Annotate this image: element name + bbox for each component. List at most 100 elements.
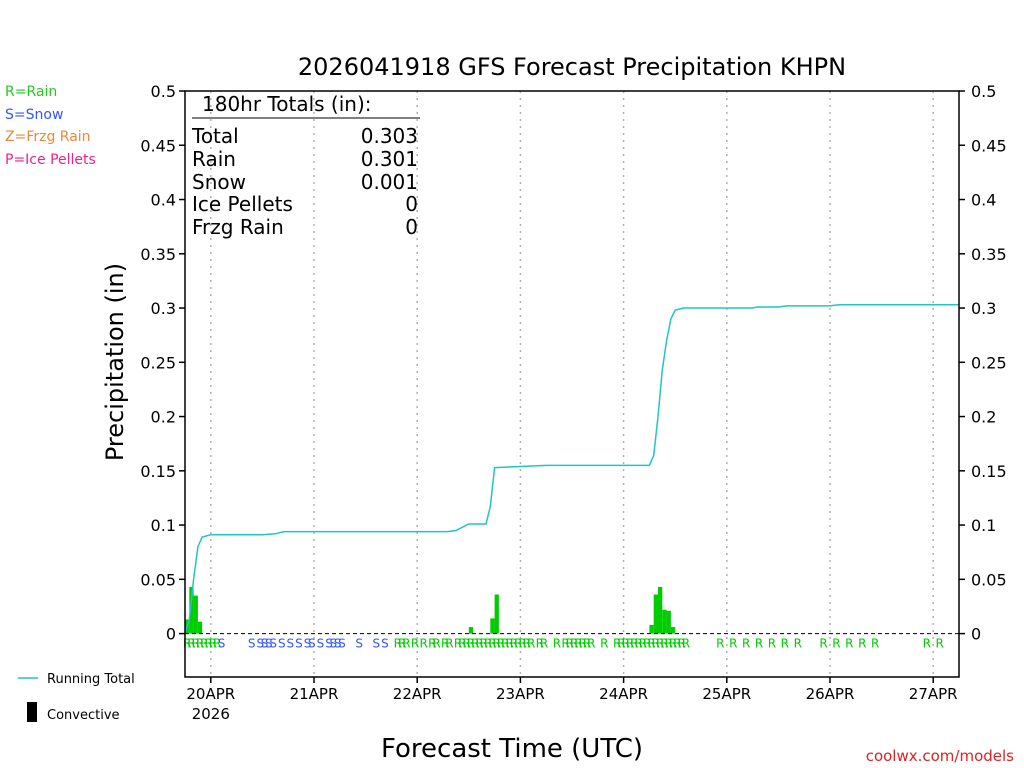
y-tick-label-right: 0.5 [971,82,996,101]
ptype-label: R [419,637,427,651]
ptype-label: R [630,637,638,651]
ptype-label: R [871,637,879,651]
totals-ice-label: Ice Pellets [192,192,293,216]
ptype-label: R [617,637,625,651]
ptype-label: S [287,637,295,651]
ptype-label: R [187,637,195,651]
ptype-label: R [768,637,776,651]
ptype-label: S [261,637,269,651]
ptype-label: S [308,637,316,651]
ptype-label: S [218,637,226,651]
y-tick-label-left: 0.2 [151,408,176,427]
ptype-label: R [510,637,518,651]
ptype-label: R [484,637,492,651]
y-axis-left: 0 0.05 0.1 0.15 0.2 0.25 0.3 0.35 0.4 0.45 0.5 [140,82,185,644]
ptype-label: R [475,637,483,651]
ptype-label: R [471,637,479,651]
legend-convective-swatch [27,702,37,722]
ptype-label: R [716,637,724,651]
precip-bar [666,610,671,634]
ptype-label: R [523,637,531,651]
x-tick-label: 23APR [496,685,545,703]
ptype-label: S [265,637,273,651]
totals-snow-value: 0.001 [361,170,418,194]
ptype-label: R [682,637,690,651]
ptype-label: R [428,637,436,651]
ptype-label: R [514,637,522,651]
y-tick-label-right: 0.1 [971,516,996,535]
totals-frzg-value: 0 [405,215,418,239]
precip-bar [649,624,654,634]
y-tick-label-left: 0.25 [140,353,176,372]
precip-bar [658,586,663,634]
ptype-label: R [183,637,191,651]
ptype-label: R [441,637,449,651]
ptype-label: R [480,637,488,651]
ptype-label: R [626,637,634,651]
precip-bar [490,618,495,634]
ptype-label: S [317,637,325,651]
ptype-label: R [454,637,462,651]
ptype-label: R [832,637,840,651]
ptype-label: R [527,637,535,651]
legend-running-total-label: Running Total [47,672,135,687]
ptype-label: R [200,637,208,651]
y-tick-label-left: 0.45 [140,136,176,155]
totals-total-label: Total [191,124,239,148]
precip-bars [185,586,676,634]
ptype-label: R [497,637,505,651]
ptype-label: R [561,637,569,651]
ptype-label: R [583,637,591,651]
ptype-label: R [639,637,647,651]
legend-snow: S=Snow [5,107,63,123]
precip-bar [670,627,676,634]
precip-bar [197,621,203,634]
x-tick-sublabel: 2026 [192,705,230,723]
ptype-label: S [381,637,389,651]
y-axis-label: Precipitation (in) [101,263,129,461]
x-axis: 20APR 2026 21APR 22APR 23APR 24APR 25APR 26APR 2… [186,677,958,723]
x-axis-label: Forecast Time (UTC) [381,734,643,764]
ptype-label: R [540,637,548,651]
ptype-label: S [269,637,277,651]
ptype-label: R [858,637,866,651]
ptype-label: R [501,637,509,651]
ptype-label: R [209,637,217,651]
ptype-label: R [622,637,630,651]
ptype-label: R [411,637,419,651]
precip-bar [193,595,198,634]
ptype-label: R [458,637,466,651]
legend-frzg-rain: Z=Frzg Rain [5,129,91,145]
ptype-label: R [794,637,802,651]
ptype-label: R [935,637,943,651]
totals-rain-value: 0.301 [361,147,418,171]
ptype-label: R [923,637,931,651]
totals-rain-label: Rain [192,147,236,171]
precip-bar [189,586,194,634]
ptype-label: R [505,637,513,651]
ptype-label: S [338,637,346,651]
ptype-label: R [462,637,470,651]
ptype-label: R [613,637,621,651]
credit-text: coolwx.com/models [866,747,1014,765]
ptype-label: S [248,637,256,651]
ptype-label: S [256,637,264,651]
ptype-label: S [278,637,286,651]
x-tick-label: 22APR [393,685,442,703]
ptype-label: R [398,637,406,651]
ptype-label: R [647,637,655,651]
ptype-label: R [755,637,763,651]
x-tick-label: 21APR [290,685,339,703]
ptype-label: S [330,637,338,651]
ptype-label: R [570,637,578,651]
ptype-label: R [781,637,789,651]
ptype-label: R [660,637,668,651]
ptype-label: S [295,637,303,651]
totals-frzg-label: Frzg Rain [192,215,284,239]
ptype-label: R [845,637,853,651]
y-tick-label-left: 0.15 [140,462,176,481]
running-total-line [184,304,959,634]
y-tick-label-left: 0.5 [151,82,176,101]
ptype-label: R [467,637,475,651]
ptype-label: S [304,637,312,651]
